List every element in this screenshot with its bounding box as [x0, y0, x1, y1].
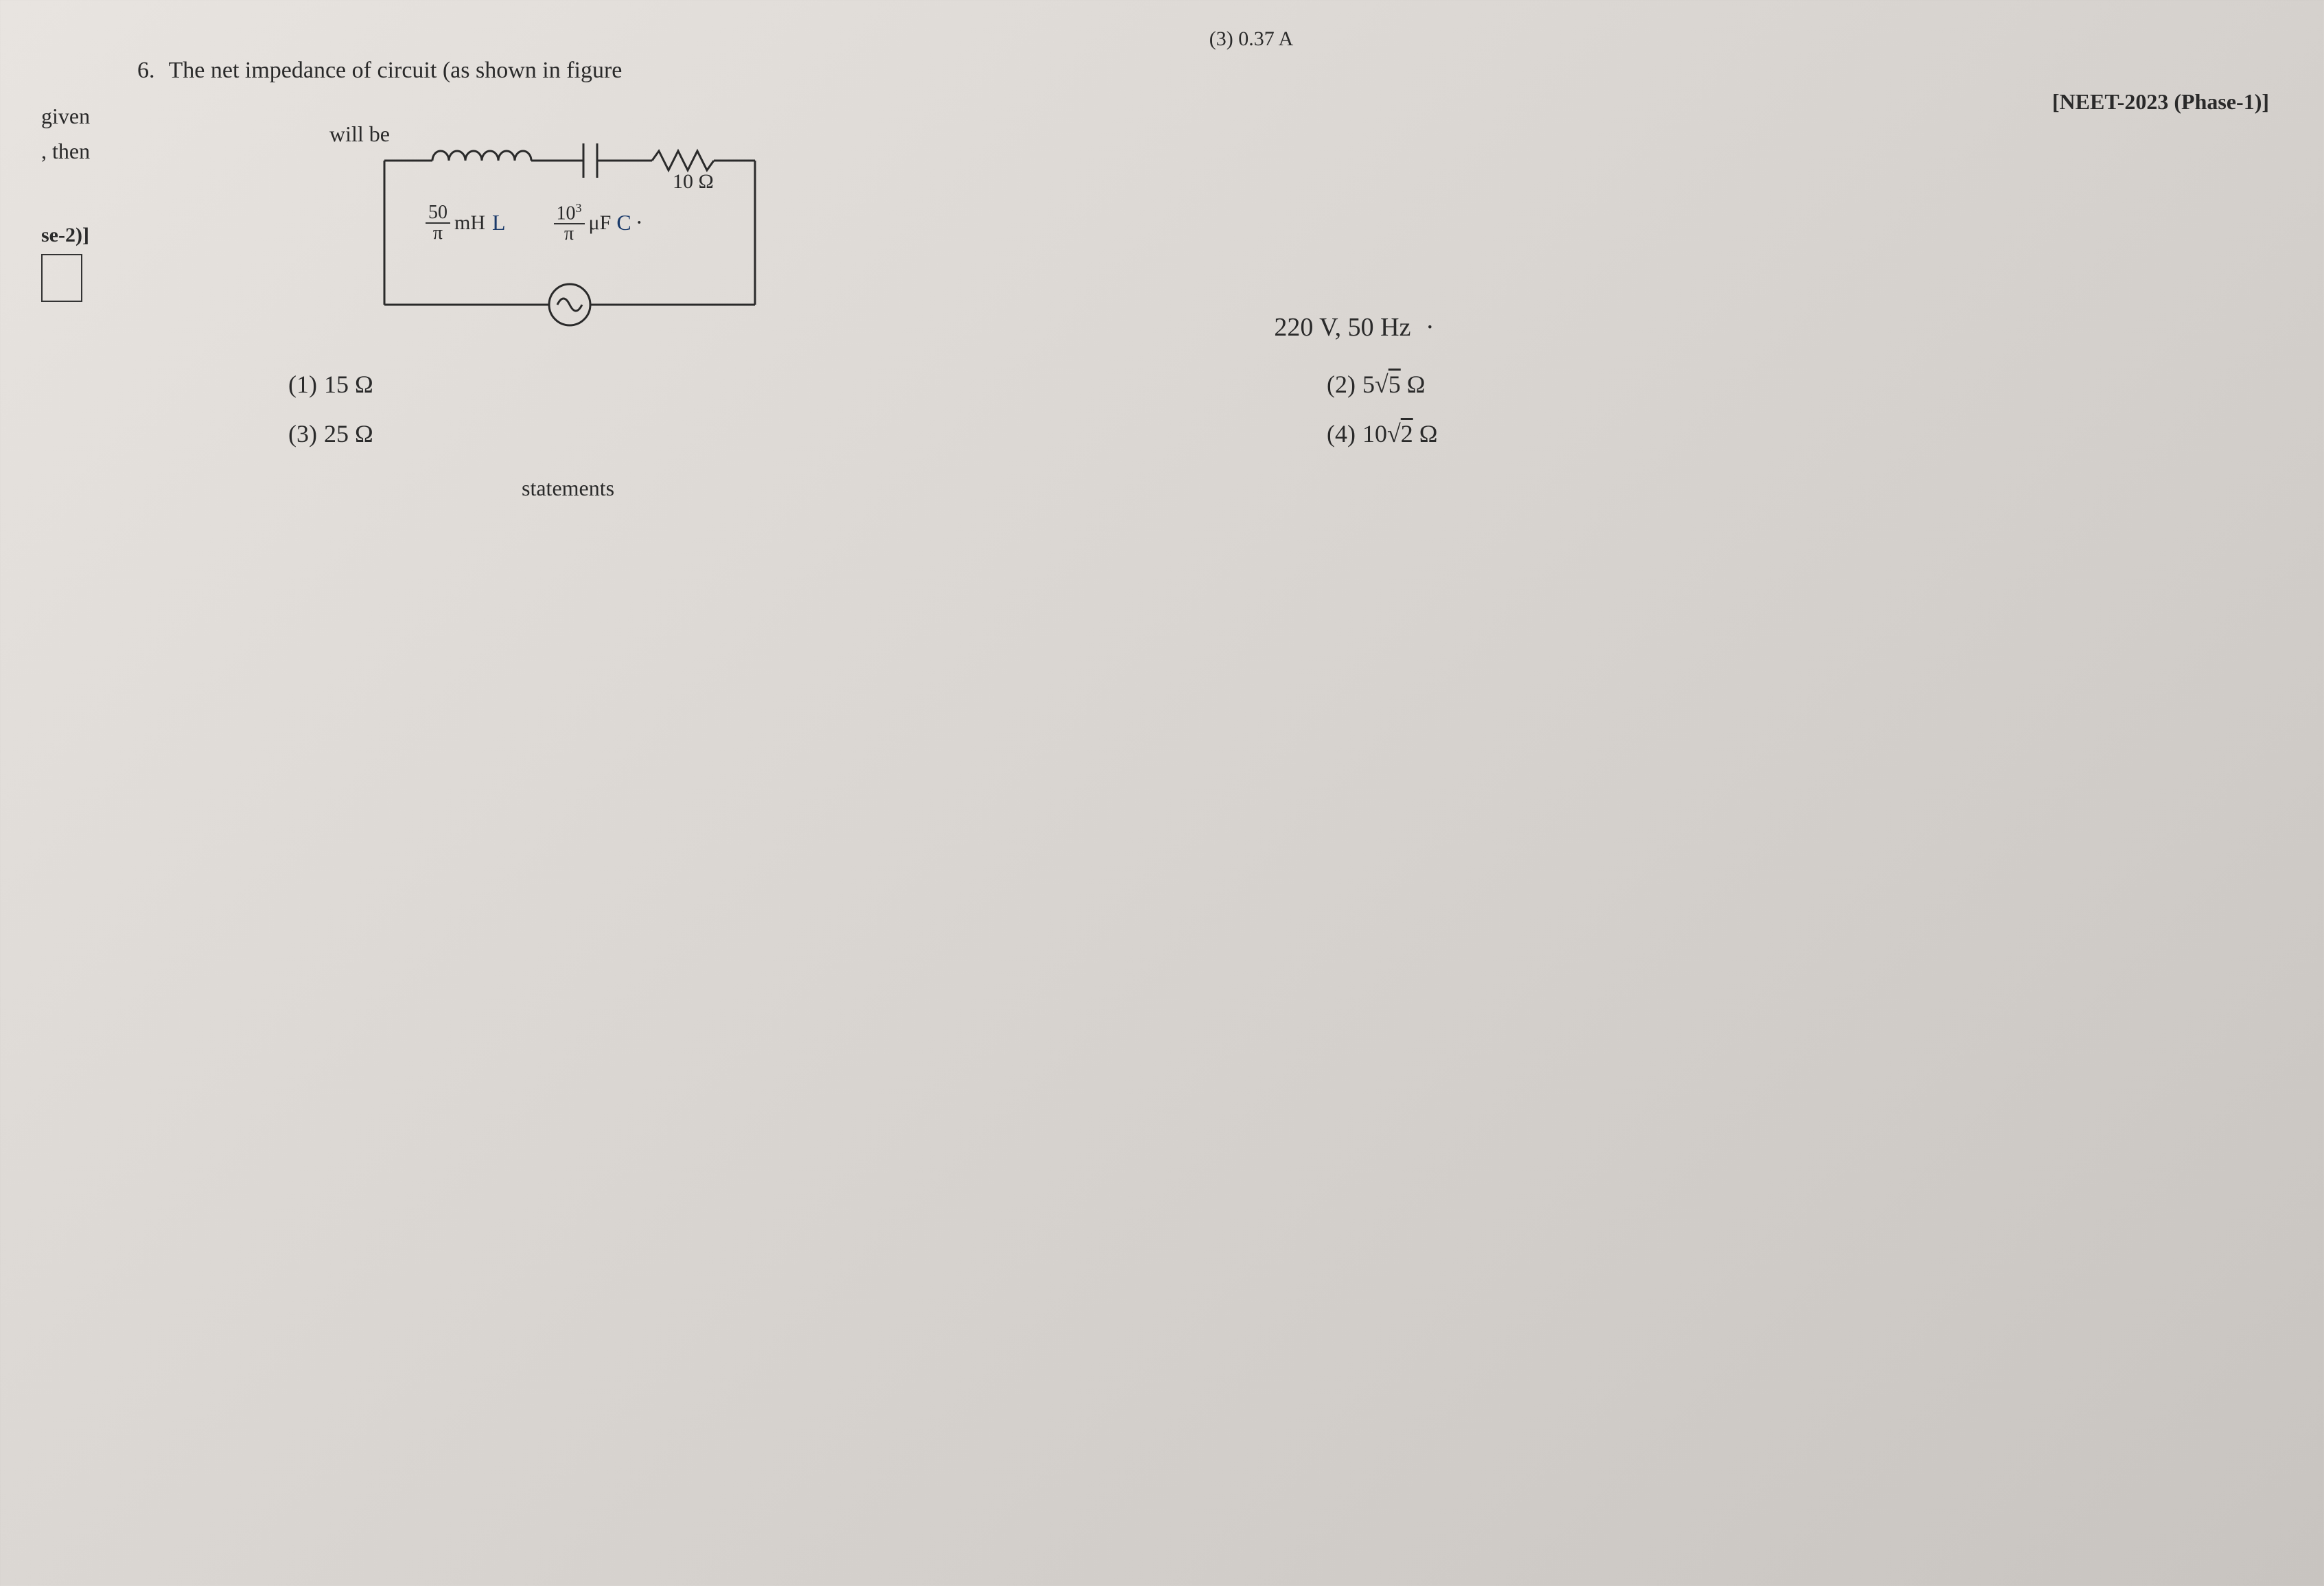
circuit-diagram: 10 Ω 50 π mH L 10 [357, 133, 2283, 342]
inductor-fraction: 50 π [426, 203, 450, 243]
inductor-numerator: 50 [426, 203, 450, 224]
ac-source-label: 220 V, 50 Hz · [426, 312, 2283, 342]
exam-tag: [NEET-2023 (Phase-1)] [137, 89, 2269, 115]
fragment-given: given [41, 99, 137, 134]
component-labels: 50 π mH L 103 π μF [426, 202, 2324, 244]
question-row: 6. The net impedance of circuit (as show… [137, 58, 2283, 84]
option-4-value: 10√2 Ω [1362, 419, 1438, 448]
fragment-then: , then [41, 134, 137, 169]
option-1-value: 15 Ω [324, 370, 373, 399]
capacitor-denominator: π [561, 224, 577, 244]
option-3-num: (3) [288, 419, 317, 448]
capacitor-unit: μF [589, 211, 612, 235]
option-2-value: 5√5 Ω [1362, 370, 1426, 399]
question-number: 6. [137, 58, 155, 84]
option-2-num: (2) [1327, 370, 1356, 399]
left-margin-fragment: given , then [41, 99, 137, 169]
next-question-fragment: statements [522, 476, 2283, 501]
hand-annotation-c: C [616, 210, 631, 235]
fragment-se2: se-2)] [41, 224, 137, 247]
capacitor-fraction: 103 π [554, 202, 585, 244]
option-3[interactable]: (3) 25 Ω [288, 419, 1244, 448]
inductor-denominator: π [430, 224, 445, 243]
dot-mark: · [636, 210, 643, 236]
option-1-num: (1) [288, 370, 317, 399]
resistor-label: 10 Ω [673, 170, 714, 193]
option-4-num: (4) [1327, 419, 1356, 448]
option-1[interactable]: (1) 15 Ω [288, 370, 1244, 399]
option-4[interactable]: (4) 10√2 Ω [1327, 419, 2283, 448]
prev-option-3: (3) 0.37 A [1209, 27, 1294, 51]
question-text: The net impedance of circuit (as shown i… [169, 58, 623, 84]
hand-annotation-l: L [492, 210, 506, 235]
option-2[interactable]: (2) 5√5 Ω [1327, 370, 2283, 399]
inductor-unit: mH [454, 211, 485, 235]
page: (3) 0.37 A given , then se-2)] 6. The ne… [41, 27, 2283, 501]
answer-options: (1) 15 Ω (2) 5√5 Ω (3) 25 Ω (4) 10√2 Ω [288, 370, 2283, 448]
previous-question-fragment: (3) 0.37 A [41, 27, 2283, 51]
answer-box-fragment [41, 254, 82, 302]
option-3-value: 25 Ω [324, 419, 373, 448]
capacitor-numerator: 103 [554, 202, 585, 224]
